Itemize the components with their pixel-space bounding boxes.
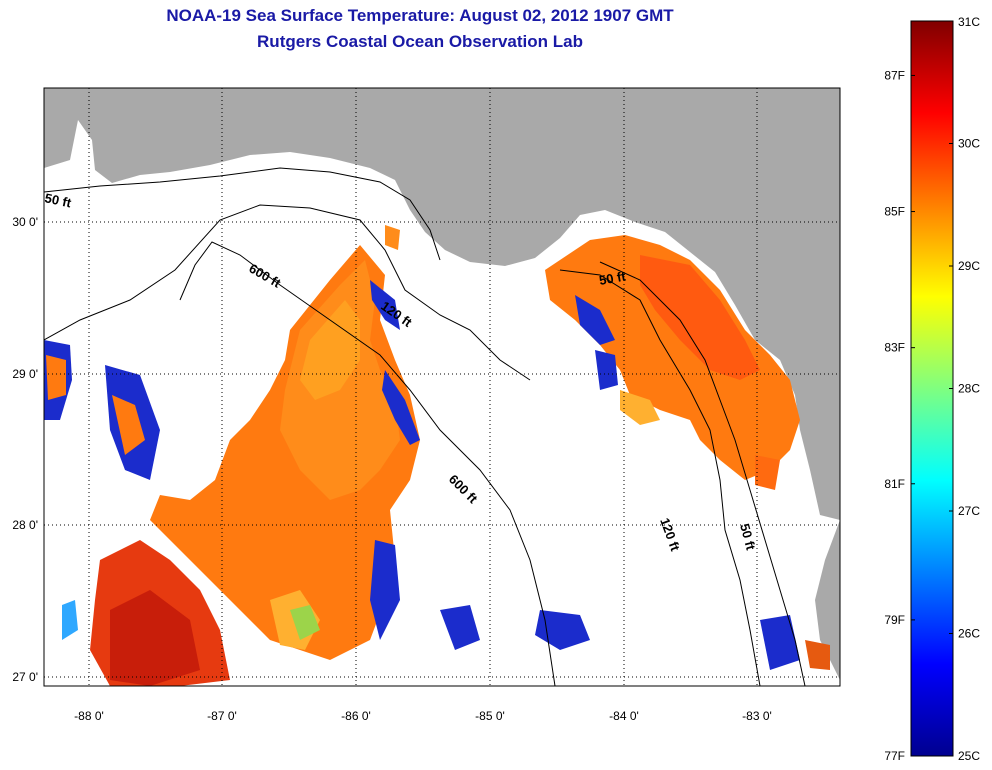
colorbar-fahrenheit-label: 87F — [884, 68, 905, 82]
contour-120ft-east — [559, 269, 761, 686]
colorbar-celsius-label: 26C — [958, 627, 980, 641]
lat-tick: 29 0' — [12, 367, 38, 381]
colorbar-celsius-ticks: 31C 30C 29C 28C 27C 26C 25C — [949, 15, 980, 763]
colorbar-fahrenheit-label: 85F — [884, 205, 905, 219]
lon-tick: -86 0' — [341, 709, 371, 723]
colorbar-fahrenheit-label: 81F — [884, 477, 905, 491]
contour-600ft — [179, 241, 556, 686]
contour-50ft-west — [44, 167, 441, 261]
lat-tick: 28 0' — [12, 518, 38, 532]
lon-tick: -84 0' — [609, 709, 639, 723]
lat-tick: 30 0' — [12, 215, 38, 229]
colorbar-fahrenheit-label: 79F — [884, 613, 905, 627]
colorbar-celsius-label: 30C — [958, 137, 980, 151]
colorbar-celsius-label: 29C — [958, 259, 980, 273]
colorbar-fahrenheit-label: 83F — [884, 341, 905, 355]
lon-tick: -87 0' — [207, 709, 237, 723]
lon-tick: -88 0' — [74, 709, 104, 723]
colorbar-fahrenheit-label: 77F — [884, 749, 905, 763]
contour-120ft-west — [44, 204, 531, 381]
contour-label: 50 ft — [737, 522, 759, 552]
colorbar-celsius-label: 31C — [958, 15, 980, 29]
land-mass — [44, 88, 840, 520]
lon-tick: -83 0' — [742, 709, 772, 723]
title-line-2: Rutgers Coastal Ocean Observation Lab — [257, 32, 583, 51]
colorbar-celsius-label: 25C — [958, 749, 980, 763]
colorbar-celsius-label: 28C — [958, 382, 980, 396]
contour-50ft-east — [599, 261, 806, 686]
colorbar-celsius-label: 27C — [958, 504, 980, 518]
contour-label: 50 ft — [43, 190, 73, 210]
longitude-ticks: -88 0' -87 0' -86 0' -85 0' -84 0' -83 0… — [74, 709, 772, 723]
latitude-ticks: 30 0' 29 0' 28 0' 27 0' — [12, 215, 38, 684]
lon-tick: -85 0' — [475, 709, 505, 723]
contour-label: 50 ft — [598, 268, 628, 288]
sst-data-layer — [44, 225, 830, 686]
lat-tick: 27 0' — [12, 670, 38, 684]
title-line-1: NOAA-19 Sea Surface Temperature: August … — [166, 6, 674, 25]
colorbar-fahrenheit-ticks: 87F 85F 83F 81F 79F 77F — [884, 68, 915, 763]
map-frame — [43, 87, 841, 687]
colorbar: 31C 30C 29C 28C 27C 26C 25C 87F 85F 83F 81F 79F 77F — [884, 15, 980, 763]
land-peninsula — [815, 520, 840, 680]
graticule — [44, 88, 840, 686]
colorbar-gradient — [910, 20, 954, 757]
